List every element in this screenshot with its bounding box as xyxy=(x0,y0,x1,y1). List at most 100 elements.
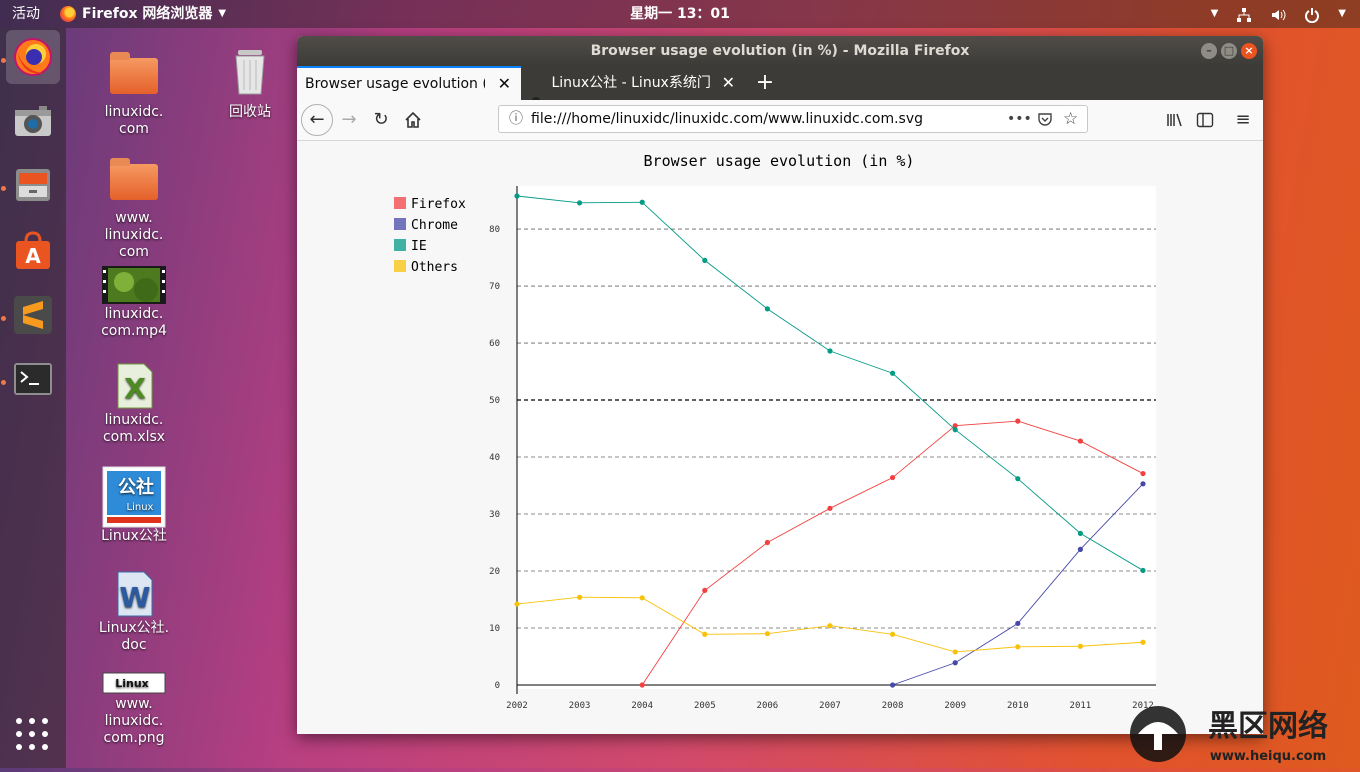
data-point-others xyxy=(764,631,770,637)
folder-icon xyxy=(102,150,166,210)
legend-label: IE xyxy=(411,239,427,254)
dock-files[interactable] xyxy=(6,158,60,212)
data-point-ie xyxy=(702,257,708,264)
desktop-xlsx-file[interactable]: X linuxidc. com.xlsx xyxy=(94,362,174,446)
tab-browser-usage[interactable]: Browser usage evolution (in %) ✕ xyxy=(297,66,521,100)
data-point-chrome xyxy=(890,682,896,688)
back-button[interactable]: ← xyxy=(301,104,333,136)
png-logo-text: Linux xyxy=(115,677,149,690)
close-tab-icon[interactable]: ✕ xyxy=(497,74,511,93)
desktop-folder-linuxidc[interactable]: linuxidc. com xyxy=(94,44,174,138)
desktop-folder-www[interactable]: www. linuxidc. com xyxy=(94,150,174,261)
legend-swatch xyxy=(394,239,406,251)
data-point-firefox xyxy=(952,423,958,429)
data-point-ie xyxy=(514,193,520,199)
desktop-video-file[interactable]: linuxidc. com.mp4 xyxy=(94,266,174,340)
activities-button[interactable]: 活动 xyxy=(12,6,40,22)
minimize-button[interactable]: – xyxy=(1201,43,1217,59)
data-point-firefox xyxy=(1015,418,1021,424)
data-point-chrome xyxy=(1140,481,1146,487)
data-point-others xyxy=(514,601,520,607)
show-applications-button[interactable] xyxy=(16,718,50,752)
data-point-others xyxy=(1015,644,1021,650)
page-actions-icon[interactable]: ••• xyxy=(1007,111,1032,127)
data-point-ie xyxy=(577,200,583,206)
system-menu[interactable]: ▼ ▼ xyxy=(1211,0,1346,28)
svg-text:A: A xyxy=(25,244,41,268)
data-point-ie xyxy=(1140,567,1146,574)
legend-label: Firefox xyxy=(411,197,466,212)
file-cabinet-icon xyxy=(13,165,53,205)
pocket-icon[interactable] xyxy=(1037,106,1053,132)
dock-camera[interactable] xyxy=(6,94,60,148)
thumb-logo-text: 公社 xyxy=(118,476,154,498)
desktop-doc-file[interactable]: W Linux公社. doc xyxy=(94,570,174,654)
watermark-url: www.heiqu.com xyxy=(1210,749,1326,764)
bookmark-star-icon[interactable]: ☆ xyxy=(1063,109,1079,129)
desktop-icon-label: 回收站 xyxy=(229,104,271,120)
dock: A xyxy=(0,28,66,768)
power-icon[interactable] xyxy=(1304,0,1320,28)
dock-terminal[interactable] xyxy=(6,352,60,406)
window-titlebar[interactable]: Browser usage evolution (in %) - Mozilla… xyxy=(297,36,1263,66)
tab-linux-gongshe[interactable]: Linux公社 - Linux系统门户网站 ✕ xyxy=(521,66,745,100)
top-panel: 活动 Firefox 网络浏览器 ▼ 星期一 13：01 ▼ ▼ xyxy=(0,0,1360,28)
data-point-chrome xyxy=(1077,546,1083,552)
url-bar[interactable]: ⓘ file:///home/linuxidc/linuxidc.com/www… xyxy=(498,105,1088,133)
chevron-down-icon: ▼ xyxy=(218,8,227,19)
forward-button[interactable]: → xyxy=(341,109,357,130)
url-text[interactable]: file:///home/linuxidc/linuxidc.com/www.l… xyxy=(531,111,924,127)
desktop-trash[interactable]: 回收站 xyxy=(210,44,290,121)
data-point-ie xyxy=(764,306,770,312)
plot-background xyxy=(517,186,1156,689)
document-icon: W xyxy=(102,570,166,620)
desktop-image-linux[interactable]: 公社 Linux Linux公社 xyxy=(94,466,174,545)
data-point-firefox xyxy=(764,539,770,546)
legend: Firefox Chrome IE Others xyxy=(394,197,466,275)
volume-icon[interactable] xyxy=(1270,0,1286,28)
info-icon[interactable]: ⓘ xyxy=(509,111,523,127)
data-point-others xyxy=(702,631,708,637)
reload-button[interactable]: ↻ xyxy=(373,109,389,130)
running-indicator xyxy=(1,186,6,191)
x-tick-label: 2004 xyxy=(631,701,653,711)
sublime-text-icon xyxy=(13,295,53,335)
camera-icon xyxy=(13,101,53,141)
dock-software[interactable]: A xyxy=(6,224,60,278)
clock-text[interactable]: 星期一 13：01 xyxy=(630,6,730,22)
svg-text:X: X xyxy=(124,372,146,405)
sidebar-button[interactable] xyxy=(1191,106,1219,134)
data-point-chrome xyxy=(952,660,958,666)
data-point-ie xyxy=(890,370,896,376)
library-button[interactable] xyxy=(1161,106,1189,134)
desktop-icon-label: Linux公社 xyxy=(101,528,167,544)
menu-button[interactable]: ≡ xyxy=(1235,109,1251,130)
legend-swatch xyxy=(394,260,406,272)
legend-label: Others xyxy=(411,260,458,275)
close-button[interactable]: × xyxy=(1241,43,1257,59)
network-icon[interactable] xyxy=(1236,0,1252,28)
data-point-ie xyxy=(827,348,833,354)
desktop-png-file[interactable]: Linux www. linuxidc. com.png xyxy=(94,672,174,747)
data-point-others xyxy=(577,594,583,600)
data-point-others xyxy=(827,623,833,629)
dock-firefox[interactable] xyxy=(6,30,60,84)
chevron-down-icon[interactable]: ▼ xyxy=(1338,8,1346,19)
new-tab-button[interactable]: + xyxy=(755,70,775,95)
clock[interactable]: 星期一 13：01 xyxy=(0,0,1360,28)
x-tick-label: 2009 xyxy=(944,701,966,711)
spreadsheet-icon: X xyxy=(102,362,166,412)
firefox-icon xyxy=(60,6,76,22)
close-tab-icon[interactable]: ✕ xyxy=(721,73,735,92)
chart-title: Browser usage evolution (in %) xyxy=(644,152,915,170)
firefox-icon xyxy=(13,37,53,77)
data-point-ie xyxy=(1015,476,1021,482)
dock-sublime[interactable] xyxy=(6,288,60,342)
data-point-firefox xyxy=(1140,470,1146,477)
app-menu[interactable]: Firefox 网络浏览器 ▼ xyxy=(60,0,226,28)
data-point-ie xyxy=(1077,530,1083,536)
maximize-button[interactable]: □ xyxy=(1221,43,1237,59)
home-button[interactable] xyxy=(399,106,427,134)
chevron-down-icon[interactable]: ▼ xyxy=(1210,8,1219,19)
desktop-icon-label: Linux公社. doc xyxy=(98,620,170,653)
